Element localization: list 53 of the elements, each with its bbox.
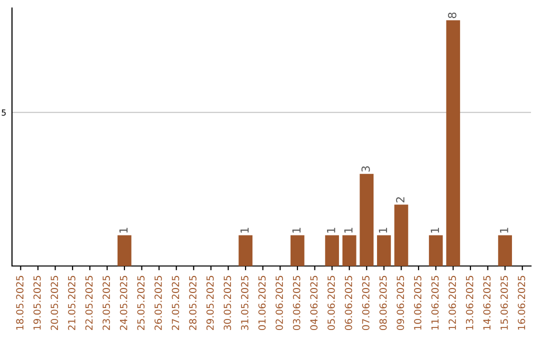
bar — [428, 235, 443, 266]
x-tick-label: 23.05.2025 — [102, 276, 110, 330]
x-tick-label: 28.05.2025 — [189, 276, 196, 330]
x-tick-label: 06.06.2025 — [344, 276, 352, 330]
x-tick-label: 08.06.2025 — [379, 276, 387, 330]
x-tick-label: 21.05.2025 — [68, 276, 76, 330]
data-label: 1 — [344, 228, 352, 233]
x-tick-label: 03.06.2025 — [292, 276, 300, 330]
x-tick-label: 10.06.2025 — [414, 276, 422, 330]
bar — [325, 235, 339, 266]
bar — [394, 204, 408, 266]
x-tick-label: 05.06.2025 — [328, 276, 335, 330]
data-label: 1 — [378, 228, 388, 233]
x-tick-label: 02.06.2025 — [276, 276, 283, 330]
x-tick-label: 16.06.2025 — [518, 276, 526, 330]
bar — [342, 235, 356, 266]
bar — [360, 174, 374, 266]
bar — [377, 235, 391, 266]
x-tick-label: 04.06.2025 — [310, 276, 318, 330]
bar — [290, 235, 304, 266]
data-label: 1 — [500, 228, 508, 233]
x-tick-label: 31.05.2025 — [241, 276, 248, 330]
bar — [446, 20, 460, 266]
data-label: 2 — [396, 197, 404, 202]
x-tick-label: 18.05.2025 — [16, 276, 24, 330]
x-tick-label: 12.06.2025 — [448, 276, 456, 330]
x-tick-label: 26.05.2025 — [154, 276, 162, 330]
x-tick-label: 24.05.2025 — [120, 276, 128, 330]
x-tick-label: 25.05.2025 — [137, 276, 145, 330]
data-label: 3 — [361, 166, 370, 172]
data-label: 1 — [240, 228, 249, 233]
y-tick-label: 5 — [2, 110, 6, 116]
x-tick-label: 19.05.2025 — [33, 276, 41, 330]
bar — [238, 235, 252, 266]
x-tick-label: 15.06.2025 — [500, 276, 508, 330]
x-tick-label: 11.06.2025 — [431, 276, 439, 330]
x-tick-label: 20.05.2025 — [50, 276, 58, 330]
data-label: 1 — [292, 228, 301, 233]
data-label: 1 — [119, 228, 128, 233]
x-tick-label: 01.06.2025 — [258, 276, 266, 330]
x-tick-label: 22.05.2025 — [85, 276, 93, 330]
x-tick-label: 14.06.2025 — [483, 276, 491, 330]
data-label: 1 — [327, 228, 336, 233]
x-tick-label: 07.06.2025 — [362, 276, 370, 330]
data-label: 8 — [448, 12, 456, 18]
bar — [498, 235, 512, 266]
x-tick-label: 13.06.2025 — [466, 276, 474, 330]
x-tick-label: 27.05.2025 — [172, 276, 180, 330]
x-tick-label: 30.05.2025 — [224, 276, 232, 330]
x-tick-label: 09.06.2025 — [396, 276, 404, 330]
bar — [118, 235, 132, 266]
x-tick-label: 29.05.2025 — [206, 276, 214, 330]
data-label: 1 — [430, 228, 439, 233]
